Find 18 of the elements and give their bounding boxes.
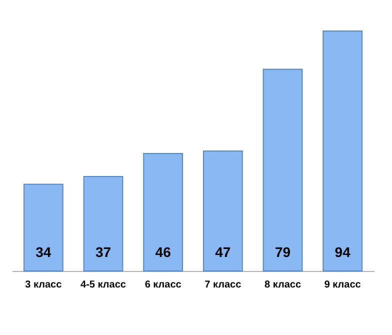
x-tick-label: 8 класс xyxy=(264,280,302,290)
data-label: 79 xyxy=(274,244,291,260)
bar xyxy=(322,30,363,272)
bar xyxy=(143,153,184,272)
x-tick-label: 9 класс xyxy=(324,280,362,290)
data-label: 34 xyxy=(36,244,52,260)
bar xyxy=(83,176,124,272)
bar xyxy=(23,184,64,272)
x-tick-label: 4-5 класс xyxy=(80,280,126,290)
data-label: 46 xyxy=(155,244,172,260)
x-tick-label: 7 класс xyxy=(204,280,242,290)
bar xyxy=(262,68,303,272)
data-label: 37 xyxy=(95,244,112,260)
x-tick-label: 6 класс xyxy=(144,280,182,290)
data-label: 94 xyxy=(334,244,351,260)
bar xyxy=(202,150,243,272)
data-label: 47 xyxy=(215,244,231,260)
x-tick-label: 3 класс xyxy=(25,280,62,290)
